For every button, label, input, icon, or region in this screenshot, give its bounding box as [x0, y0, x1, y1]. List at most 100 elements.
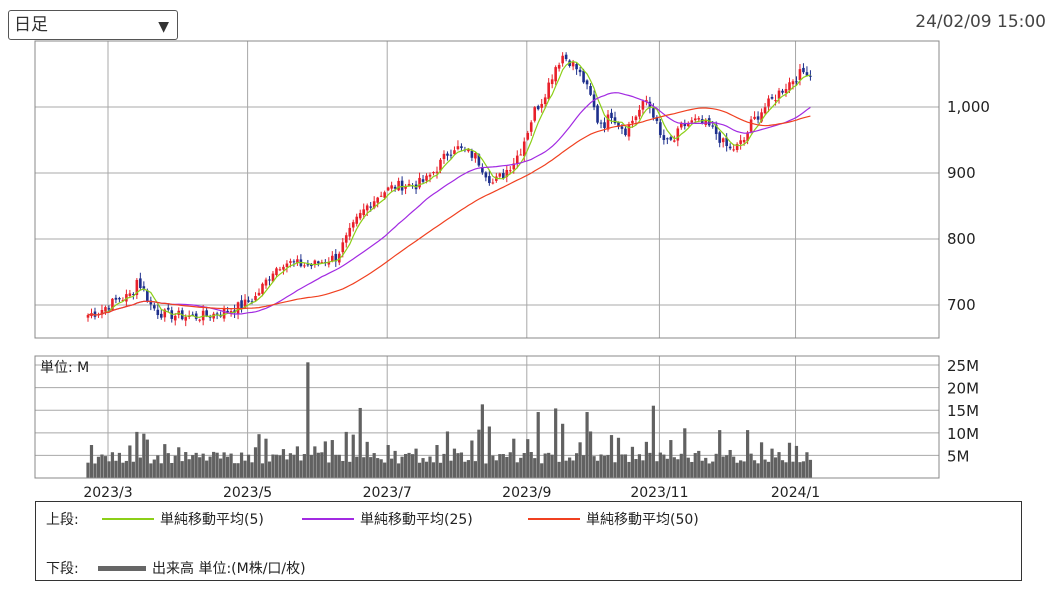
candle-body: [313, 260, 317, 266]
volume-bar: [791, 461, 795, 478]
volume-bar: [707, 463, 711, 478]
sma25-swatch: [302, 518, 354, 520]
volume-bar: [630, 446, 635, 478]
volume-bar: [194, 452, 198, 478]
volume-bar: [407, 452, 411, 478]
candle-body: [721, 138, 725, 143]
volume-bar: [676, 459, 680, 478]
candle-body: [243, 299, 247, 308]
volume-bar: [330, 440, 334, 478]
candle-body: [508, 170, 512, 172]
period-select[interactable]: 日足 ▼: [8, 10, 178, 40]
volume-bar: [362, 457, 366, 478]
volume-bar: [177, 447, 181, 478]
volume-bar: [131, 461, 135, 478]
volume-bar: [267, 461, 272, 478]
volume-bar: [163, 444, 167, 478]
volume-bar: [344, 431, 348, 478]
volume-bar: [704, 457, 708, 478]
volume-bar: [114, 460, 118, 478]
volume-bar: [473, 461, 477, 478]
volume-tick-label: 10M: [947, 425, 979, 443]
volume-bar: [501, 454, 505, 478]
volume-bar: [400, 456, 404, 478]
volume-bar: [250, 462, 254, 478]
volume-bar: [410, 454, 415, 478]
legend-item-sma25-label: 単純移動平均(25): [360, 512, 473, 528]
volume-bar: [288, 453, 293, 478]
candle-body: [498, 173, 502, 177]
volume-bar: [581, 455, 586, 478]
candle-body: [285, 263, 289, 268]
volume-bar: [145, 439, 149, 478]
volume-bar: [107, 461, 111, 478]
candle-body: [292, 261, 296, 263]
candle-body: [337, 253, 341, 263]
volume-bar: [561, 423, 565, 478]
candle-body: [331, 255, 334, 262]
candle-body: [613, 117, 617, 124]
volume-bar: [323, 441, 327, 478]
volume-bar: [568, 457, 572, 478]
candle-body: [453, 150, 456, 155]
legend-item-sma50: 単純移動平均(50): [524, 509, 699, 529]
candle-body: [746, 132, 749, 141]
volume-bar: [728, 449, 732, 478]
candle-body: [254, 295, 257, 301]
volume-bar: [554, 408, 558, 478]
candle-body: [358, 213, 362, 219]
candle-body: [540, 103, 543, 108]
candle-body: [139, 278, 142, 288]
candle-body: [610, 112, 613, 119]
volume-bar: [379, 459, 383, 478]
volume-bar: [641, 460, 645, 478]
candle-body: [515, 155, 519, 164]
candle-body: [383, 192, 386, 198]
candle-body: [365, 205, 369, 211]
legend-item-sma50-label: 単純移動平均(50): [586, 512, 699, 528]
candle-body: [557, 64, 561, 69]
volume-bar: [735, 462, 739, 478]
candle-body: [484, 172, 488, 178]
candle-body: [564, 54, 568, 60]
candlesticks: [86, 52, 812, 327]
candle-body: [470, 150, 474, 158]
volume-bar: [571, 460, 575, 478]
volume-bar: [239, 452, 244, 478]
x-tick-label: 2023/7: [363, 485, 412, 500]
candle-body: [460, 146, 463, 149]
candle-body: [432, 172, 435, 174]
volume-bar: [397, 463, 401, 478]
candle-body: [634, 116, 638, 121]
volume-bar: [512, 438, 516, 478]
volume-bar: [159, 463, 163, 478]
volume-bar: [232, 463, 237, 478]
candle-body: [425, 175, 428, 181]
volume-bar: [770, 448, 774, 478]
candle-body: [275, 268, 278, 276]
candle-body: [781, 90, 784, 93]
candle-body: [121, 300, 125, 302]
volume-bar: [700, 460, 704, 478]
candle-body: [599, 122, 603, 124]
volume-bar: [526, 439, 530, 478]
candle-body: [676, 128, 680, 141]
volume-bar: [505, 456, 509, 478]
volume-bar: [355, 456, 359, 478]
candle-body: [760, 112, 763, 122]
x-tick-label: 2023/11: [630, 485, 688, 500]
candle-body: [428, 174, 432, 177]
candle-body: [784, 89, 788, 93]
volume-bar: [376, 458, 380, 478]
candle-body: [104, 307, 107, 312]
volume-bar: [739, 460, 743, 478]
volume-bar: [417, 462, 422, 478]
candle-body: [512, 163, 516, 170]
candle-body: [334, 253, 338, 262]
volume-bar: [253, 447, 258, 478]
candle-body: [198, 319, 201, 321]
candle-body: [111, 298, 114, 311]
stock-chart: 2023/3 2023/5 2023/7 2023/9 2023/11 2024/1 700…: [34, 40, 990, 500]
volume-bar: [456, 453, 460, 478]
volume-bar: [742, 461, 746, 478]
